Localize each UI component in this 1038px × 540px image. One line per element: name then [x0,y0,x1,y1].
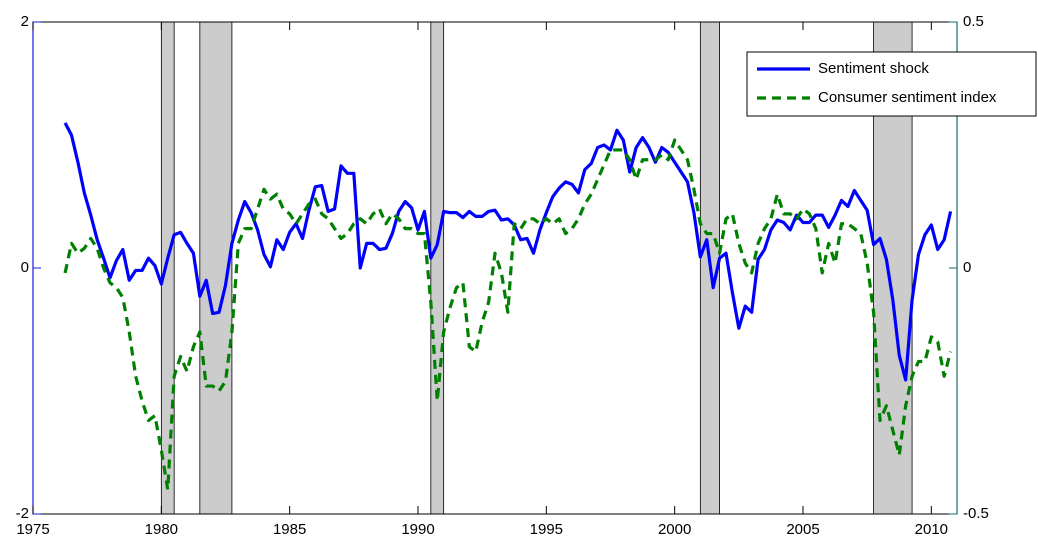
y-tick-label: 2 [21,13,29,30]
legend: Sentiment shock Consumer sentiment index [746,51,1037,117]
y2-tick-label: 0.5 [963,13,984,30]
legend-label: Sentiment shock [818,60,929,77]
legend-label: Consumer sentiment index [818,89,997,106]
recession-band [160,21,175,515]
x-tick-label: 2010 [915,521,948,538]
x-tick-label: 2005 [786,521,819,538]
x-tick-label: 2000 [658,521,691,538]
x-tick-label: 1985 [273,521,306,538]
series-line [63,138,953,491]
x-tick-label: 1980 [145,521,178,538]
y-tick-label: -2 [16,505,29,522]
x-tick-label: 1995 [530,521,563,538]
x-tick-label: 1975 [16,521,49,538]
y-tick-label: 0 [21,259,29,276]
x-tick-label: 1990 [401,521,434,538]
y2-tick-label: -0.5 [963,505,989,522]
recession-band [430,21,445,515]
legend-box [746,51,1037,117]
series-line [63,122,953,382]
y2-tick-label: 0 [963,259,971,276]
